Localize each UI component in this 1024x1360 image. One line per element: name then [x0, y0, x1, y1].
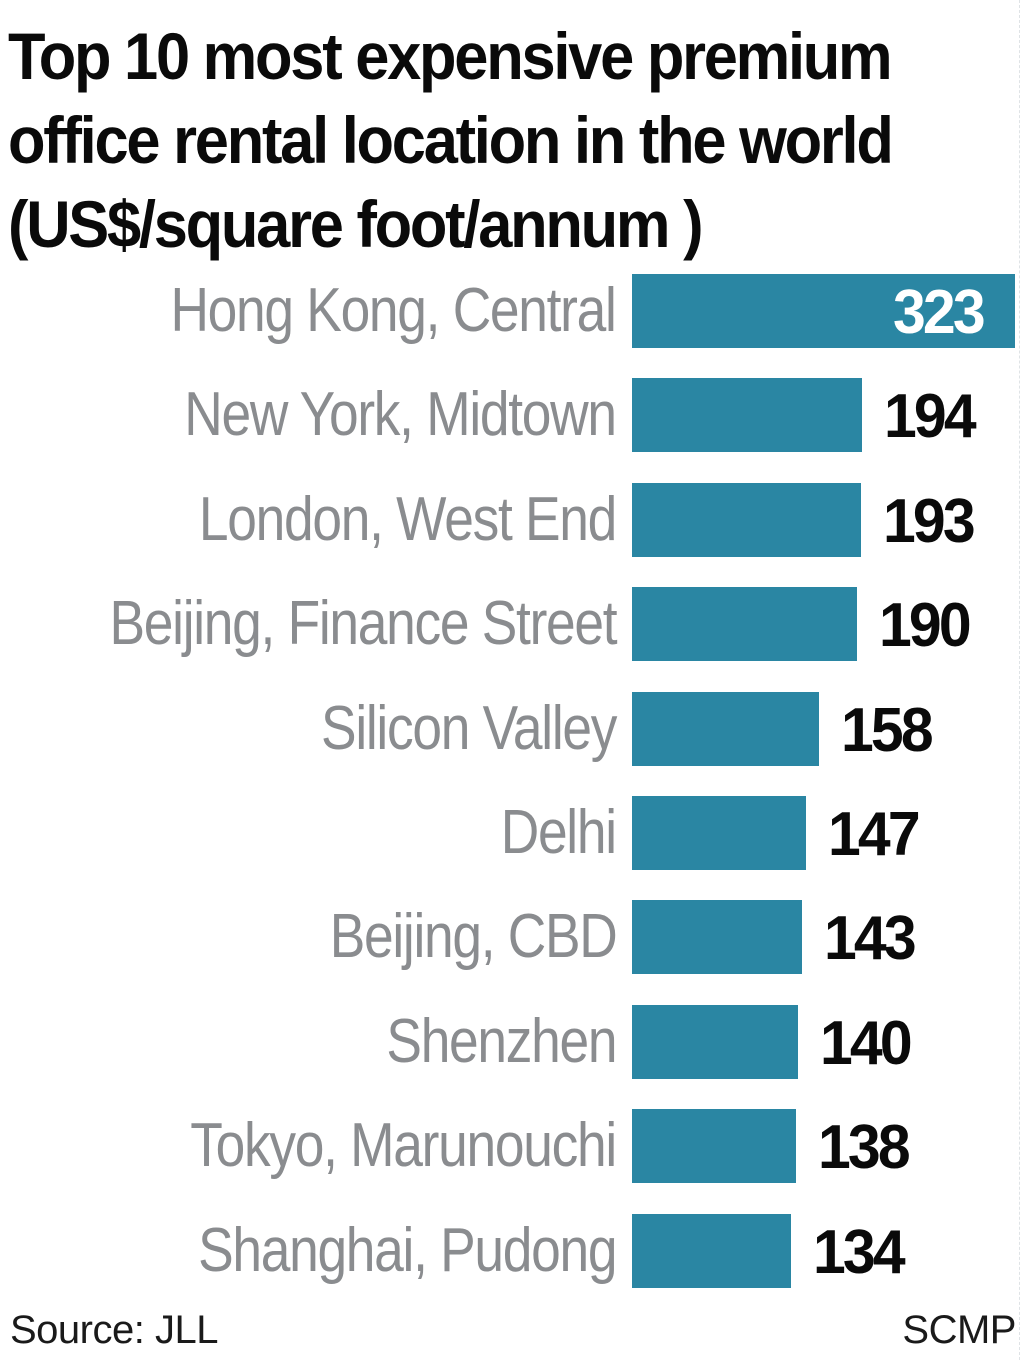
bar — [632, 587, 857, 662]
edge-divider — [1019, 0, 1020, 1360]
value-label: 143 — [824, 904, 917, 974]
bar — [632, 1109, 796, 1184]
category-label: Beijing, Finance Street — [109, 589, 617, 659]
bar-row: Beijing, CBD 143 — [0, 900, 1024, 975]
chart-title-line-3: (US$/square foot/annum ) — [8, 187, 704, 261]
category-label: Shanghai, Pudong — [197, 1215, 617, 1285]
bar — [632, 900, 802, 975]
category-label: Shenzhen — [386, 1006, 617, 1076]
bar — [632, 1213, 791, 1288]
bar-row: Beijing, Finance Street 190 — [0, 587, 1024, 662]
bar — [632, 378, 862, 453]
bar — [632, 796, 806, 870]
bar — [632, 691, 819, 766]
value-label: 134 — [813, 1217, 906, 1287]
category-label: New York, Midtown — [184, 380, 617, 450]
bar-row: Silicon Valley 158 — [0, 691, 1024, 766]
category-label: Silicon Valley — [320, 693, 617, 763]
category-label: Hong Kong, Central — [170, 276, 617, 345]
value-label: 138 — [818, 1113, 911, 1183]
value-label: 193 — [883, 486, 976, 556]
bar — [632, 1004, 798, 1079]
bar — [632, 482, 861, 557]
bar — [632, 274, 1015, 348]
bar-row: London, West End 193 — [0, 482, 1024, 557]
bar-row: Shanghai, Pudong 134 — [0, 1213, 1024, 1288]
chart-title-line-1: Top 10 most expensive premium — [8, 19, 893, 93]
category-label: Delhi — [500, 798, 617, 867]
category-label: Tokyo, Marunouchi — [190, 1111, 617, 1181]
bar-row: Hong Kong, Central 323 — [0, 274, 1024, 348]
value-label: 147 — [828, 800, 921, 869]
bar-row: Delhi 147 — [0, 796, 1024, 870]
chart-title-line-2: office rental location in the world — [8, 103, 894, 177]
category-label: London, West End — [198, 484, 617, 554]
bar-row: Tokyo, Marunouchi 138 — [0, 1109, 1024, 1184]
value-label: 194 — [884, 382, 977, 452]
chart-title: Top 10 most expensive premium office ren… — [8, 14, 947, 266]
category-label: Beijing, CBD — [329, 902, 617, 972]
publisher-credit: SCMP — [902, 1308, 1016, 1352]
bar-row: Shenzhen 140 — [0, 1004, 1024, 1079]
value-label: 158 — [841, 695, 934, 765]
source-note: Source: JLL — [10, 1308, 218, 1352]
value-label: 190 — [879, 591, 972, 661]
bar-row: New York, Midtown 194 — [0, 378, 1024, 453]
value-label: 323 — [893, 278, 986, 347]
value-label: 140 — [820, 1008, 913, 1078]
